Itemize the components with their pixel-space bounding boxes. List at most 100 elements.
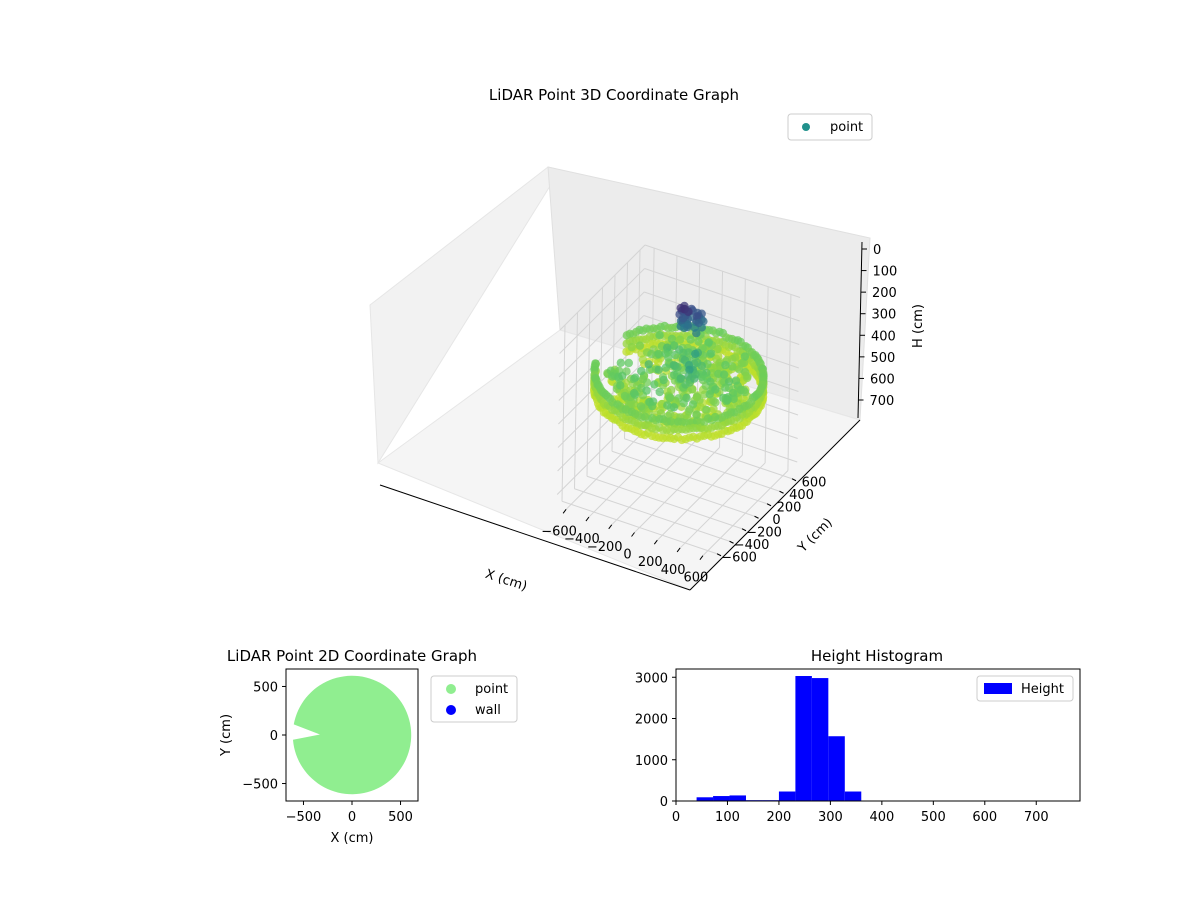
point-marker bbox=[685, 365, 694, 374]
x-tick-mark bbox=[653, 539, 658, 545]
point-marker bbox=[700, 425, 709, 434]
x-tick-label: −200 bbox=[587, 540, 623, 555]
y-tick-mark bbox=[766, 503, 772, 507]
z-tick-label: 700 bbox=[870, 394, 895, 409]
point-marker bbox=[636, 402, 646, 411]
x-tick-label: 400 bbox=[661, 563, 686, 578]
point-marker bbox=[700, 417, 709, 427]
grid-line bbox=[599, 287, 603, 464]
chart-3d-title: LiDAR Point 3D Coordinate Graph bbox=[489, 86, 739, 104]
height-histogram: Height Histogram 0 100 200 300 400 500 600 7000… bbox=[635, 647, 1081, 825]
point-marker bbox=[664, 353, 673, 362]
x-axis-label-3d: X (cm) bbox=[483, 567, 529, 595]
y-tick-mark bbox=[741, 528, 747, 532]
grid-line bbox=[559, 268, 645, 354]
point-marker bbox=[635, 341, 645, 350]
grid-line bbox=[559, 244, 646, 331]
point-marker bbox=[667, 334, 677, 344]
x-tick-label: 200 bbox=[638, 555, 663, 570]
legend-2d: point wall bbox=[430, 675, 518, 723]
point-marker bbox=[684, 348, 693, 357]
x-tick-label: 500 bbox=[388, 810, 413, 825]
x-tick-label: 400 bbox=[869, 810, 894, 825]
y-tick-label: 1000 bbox=[635, 754, 668, 769]
grid-line bbox=[702, 470, 789, 557]
lidar-2d-chart: LiDAR Point 2D Coordinate Graph −500 0 500… bbox=[219, 647, 518, 846]
legend-3d: point bbox=[787, 113, 873, 141]
histogram-frame bbox=[675, 668, 1081, 802]
y-tick-label: 0 bbox=[772, 513, 780, 528]
ticks-2d: −500 0 500 500 0 −500 bbox=[242, 680, 413, 825]
point-marker bbox=[673, 363, 682, 372]
point-marker bbox=[665, 393, 675, 403]
point-marker bbox=[663, 401, 672, 410]
x-tick-label: −500 bbox=[286, 810, 322, 825]
point-marker bbox=[740, 352, 749, 361]
point-marker bbox=[669, 403, 679, 412]
x-tick-mark bbox=[699, 555, 704, 560]
point-marker bbox=[705, 390, 714, 399]
point-marker bbox=[627, 342, 636, 352]
point-marker bbox=[684, 307, 693, 316]
point-marker bbox=[616, 381, 625, 390]
z-tick-label: 100 bbox=[873, 265, 898, 280]
grid-line bbox=[644, 244, 801, 298]
point-cloud bbox=[590, 301, 768, 445]
y-axis-label-3d: Y (cm) bbox=[795, 515, 836, 556]
point-marker bbox=[630, 390, 640, 399]
grid-line bbox=[558, 291, 645, 378]
y-tick-label: 0 bbox=[660, 795, 668, 810]
legend-2d-wall-marker bbox=[446, 705, 456, 715]
point-marker bbox=[671, 350, 680, 360]
scatter-2d-plot-area bbox=[292, 675, 412, 795]
point-marker bbox=[618, 371, 627, 380]
point-marker bbox=[616, 358, 625, 367]
z-tick-label: 600 bbox=[870, 372, 895, 387]
point-marker bbox=[642, 378, 652, 387]
z-axis-label-3d: H (cm) bbox=[911, 304, 926, 348]
point-marker bbox=[692, 312, 702, 321]
z-tick-label: 400 bbox=[871, 329, 896, 344]
point-marker bbox=[650, 380, 659, 389]
y-tick-label: −500 bbox=[242, 778, 278, 793]
x-tick-label: 700 bbox=[1024, 810, 1049, 825]
point-marker bbox=[681, 380, 690, 389]
grid-line bbox=[561, 324, 566, 502]
point-marker bbox=[721, 360, 730, 370]
y-tick-label: 3000 bbox=[635, 671, 668, 686]
point-marker bbox=[729, 394, 738, 403]
x-tick-label: 600 bbox=[972, 810, 997, 825]
grid-line bbox=[656, 454, 743, 541]
legend-histogram-label: Height bbox=[1021, 682, 1064, 697]
grid-line bbox=[611, 450, 768, 505]
point-marker bbox=[695, 396, 704, 405]
x-tick-label: 0 bbox=[672, 810, 680, 825]
point-marker bbox=[622, 331, 631, 340]
z-axis-line bbox=[857, 241, 863, 419]
point-marker bbox=[659, 375, 668, 385]
x-tick-mark bbox=[631, 532, 635, 537]
point-marker bbox=[655, 331, 664, 340]
point-marker bbox=[686, 335, 695, 344]
point-marker bbox=[654, 365, 663, 374]
x-tick-mark bbox=[608, 524, 613, 530]
y-tick-label: 0 bbox=[270, 729, 278, 744]
point-marker bbox=[704, 338, 713, 347]
point-marker bbox=[700, 431, 709, 440]
legend-3d-marker bbox=[802, 123, 810, 131]
point-marker bbox=[694, 318, 703, 328]
grid-line bbox=[599, 463, 755, 517]
point-marker bbox=[697, 361, 706, 371]
lidar-3d-chart: LiDAR Point 3D Coordinate Graph −600−400… bbox=[369, 86, 926, 595]
legend-histogram-box bbox=[976, 675, 1074, 702]
point-marker bbox=[624, 358, 633, 368]
z-tick-label: 300 bbox=[872, 308, 897, 323]
point-marker bbox=[707, 349, 716, 358]
point-marker bbox=[711, 398, 720, 407]
point-marker bbox=[743, 372, 752, 381]
y-tick-label: −200 bbox=[746, 526, 782, 541]
histogram-ticks: 0 100 200 300 400 500 600 700 0 1000 2000 3000 bbox=[635, 671, 1049, 825]
grid-line bbox=[644, 268, 800, 322]
point-marker bbox=[644, 360, 653, 369]
